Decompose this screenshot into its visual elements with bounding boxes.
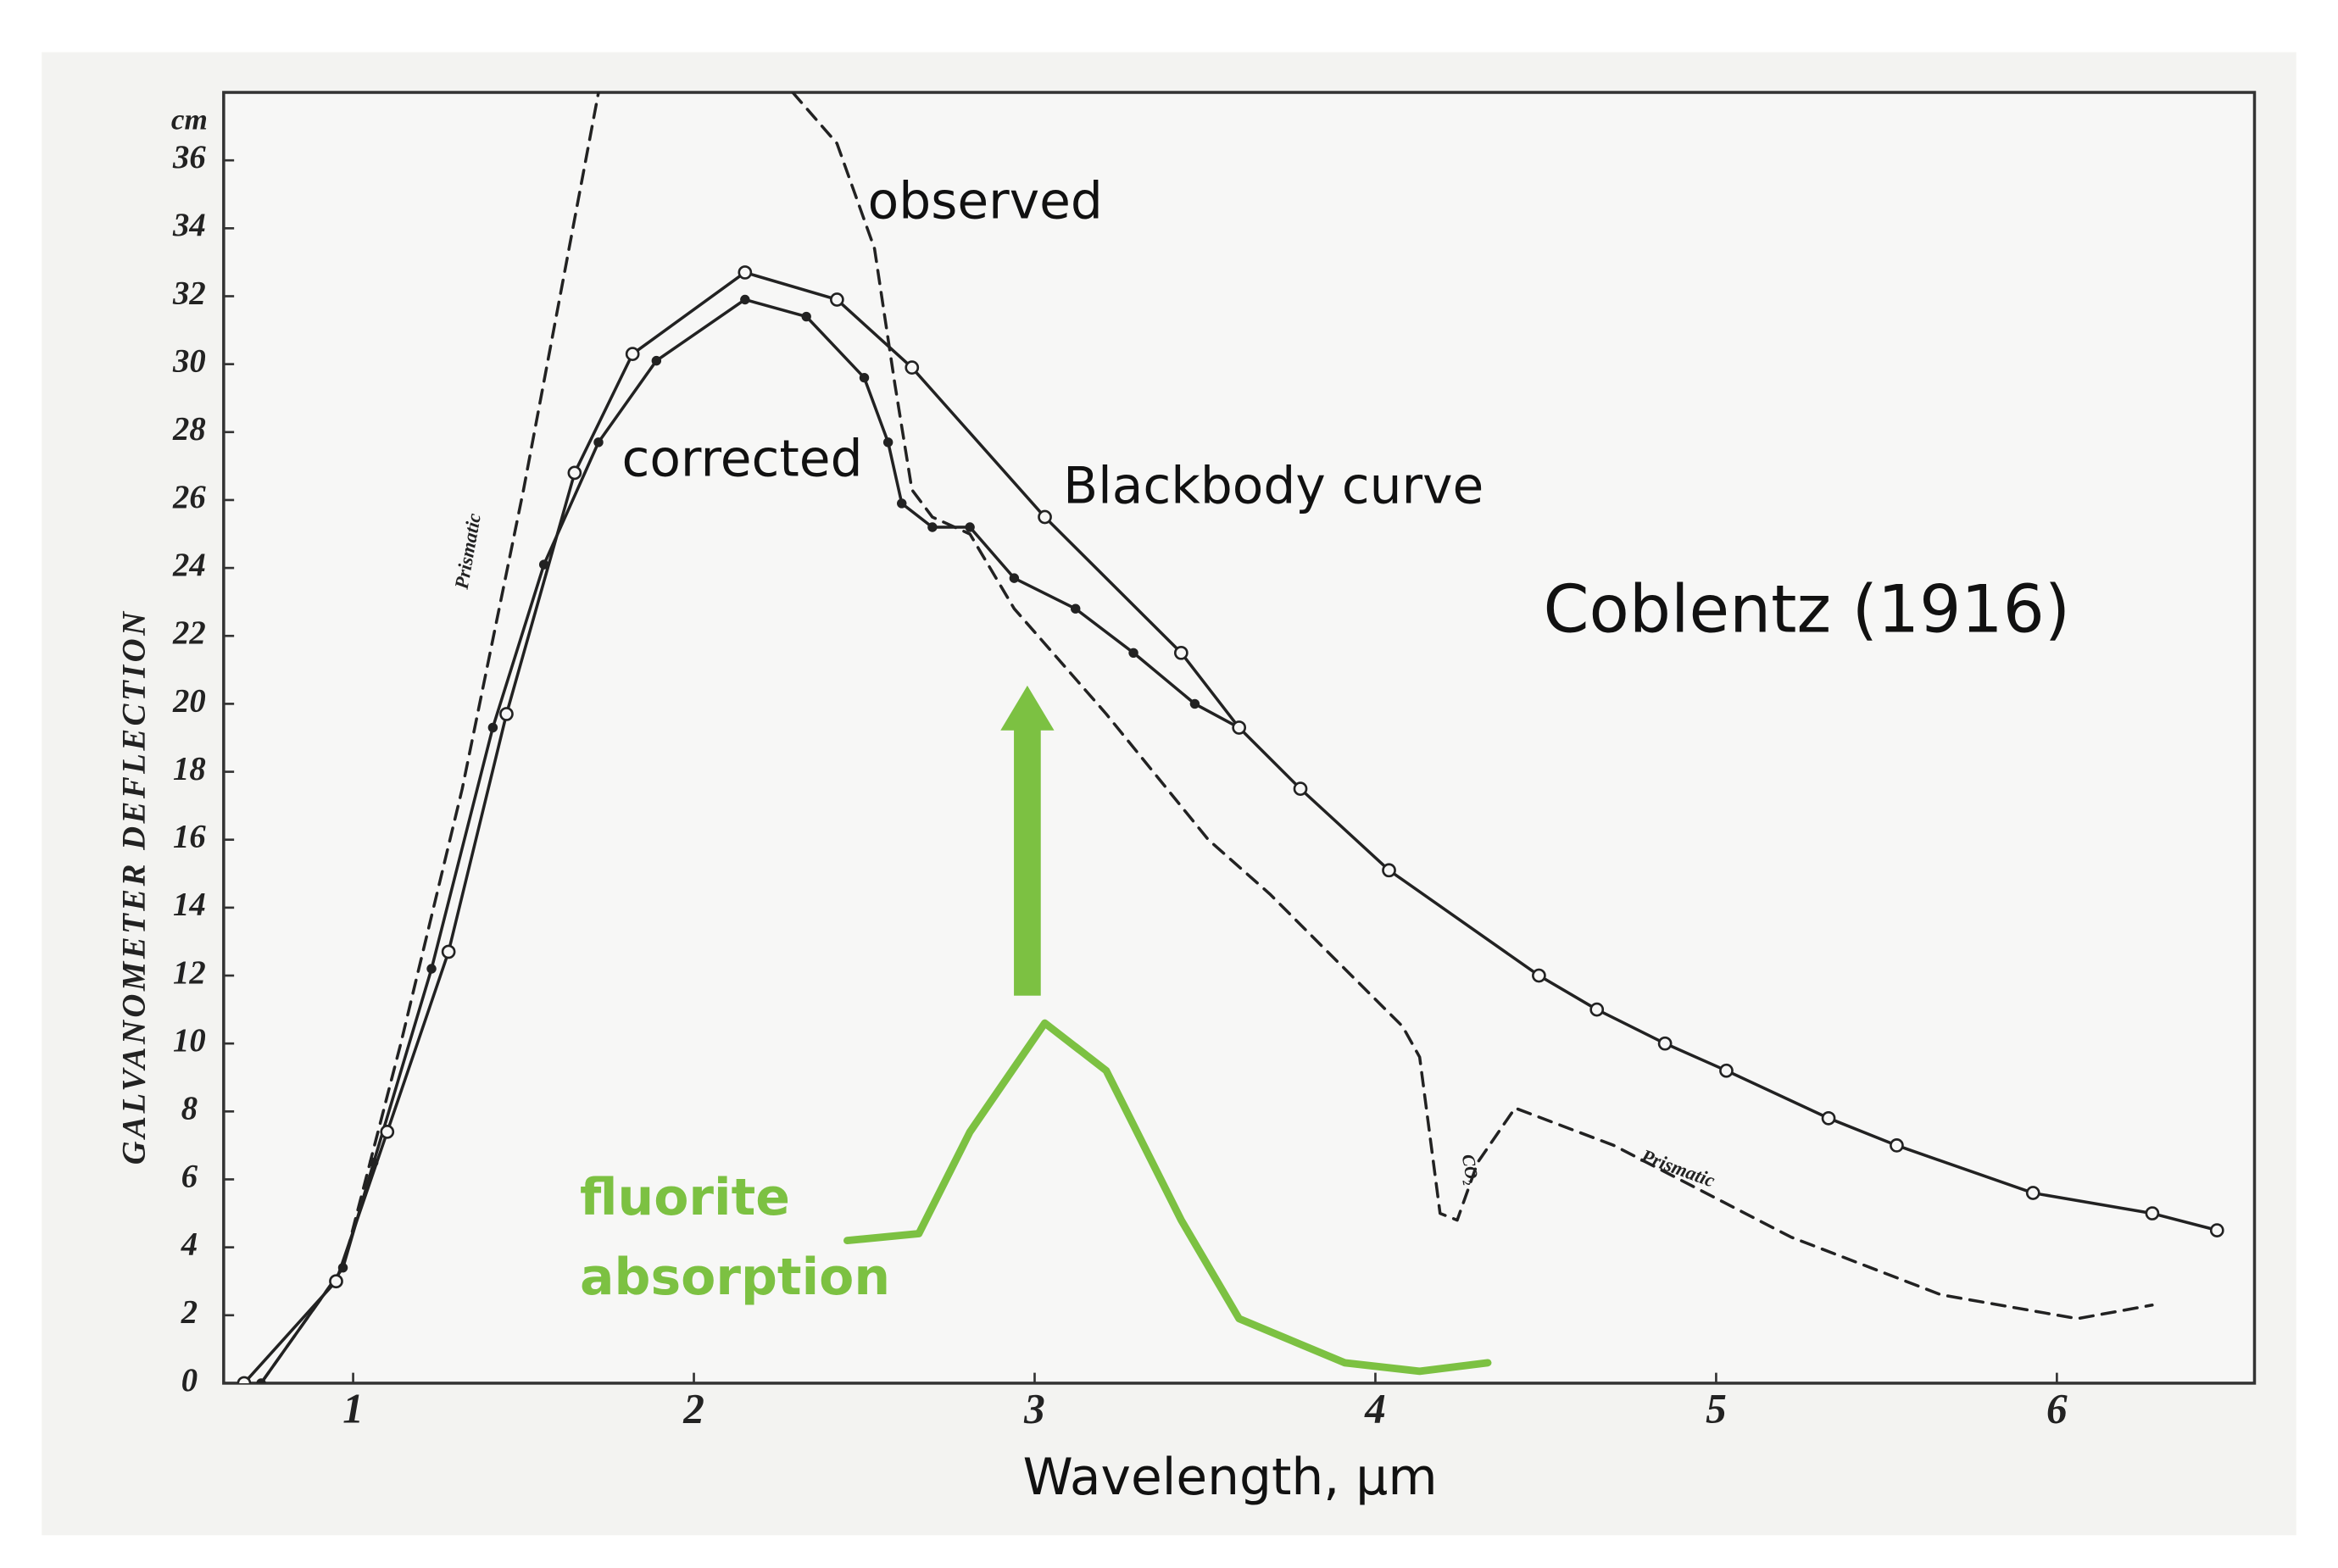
y-unit: cm xyxy=(171,103,208,136)
y-tick-label: 34 xyxy=(172,208,206,243)
point xyxy=(2145,1206,2160,1220)
x-tick-label: 1 xyxy=(342,1385,364,1432)
annotation: Coblentz (1916) xyxy=(1543,572,2070,648)
point xyxy=(859,372,870,383)
y-tick-label: 30 xyxy=(172,344,206,380)
point xyxy=(1382,863,1396,878)
y-tick-label: 16 xyxy=(173,820,206,855)
x-tick-label: 3 xyxy=(1023,1385,1045,1432)
point xyxy=(2209,1223,2224,1237)
y-axis-label: GALVANOMETER DEFLECTION xyxy=(117,609,153,1165)
point xyxy=(256,1378,266,1383)
y-tick-label: 26 xyxy=(172,480,206,515)
plot-frame xyxy=(222,91,2257,1385)
point xyxy=(1009,573,1020,583)
point xyxy=(1589,1002,1605,1017)
x-tick-label: 4 xyxy=(1364,1385,1386,1432)
y-tick-label: 20 xyxy=(172,683,206,719)
point xyxy=(593,437,604,448)
y-tick-label: 28 xyxy=(172,412,206,448)
point xyxy=(905,360,920,375)
series-line xyxy=(242,270,2219,1383)
point xyxy=(567,465,582,481)
x-axis-label: Wavelength, µm xyxy=(1023,1448,1438,1507)
x-tick-label: 6 xyxy=(2046,1385,2068,1432)
y-tick-label: 0 xyxy=(181,1363,198,1398)
point xyxy=(487,722,498,733)
point xyxy=(830,292,844,307)
y-tick-label: 36 xyxy=(172,140,206,175)
point xyxy=(625,347,640,361)
series-label: Blackbody curve xyxy=(1063,457,1484,515)
series-label: corrected xyxy=(621,431,862,489)
y-tick-label: 6 xyxy=(181,1159,198,1194)
y-tick-label: 10 xyxy=(173,1023,206,1059)
point xyxy=(897,498,907,509)
point xyxy=(1821,1110,1836,1126)
y-tick-label: 14 xyxy=(173,887,206,923)
annotation: CO₂ xyxy=(1458,1153,1484,1187)
series-line xyxy=(843,1019,1492,1376)
point xyxy=(1719,1063,1734,1078)
green-arrow-shaft xyxy=(1014,727,1041,996)
green-arrow-head xyxy=(1000,685,1055,731)
y-tick-label: 8 xyxy=(181,1091,198,1126)
y-tick-label: 18 xyxy=(173,751,206,787)
y-tick-label: 12 xyxy=(173,955,206,991)
point xyxy=(499,707,514,721)
fluorite-label: fluorite absorption xyxy=(580,1168,891,1307)
point xyxy=(1890,1138,1904,1153)
plot-area xyxy=(237,92,2224,1383)
point xyxy=(882,437,893,448)
point xyxy=(1038,509,1052,525)
point xyxy=(329,1274,343,1289)
point xyxy=(1657,1036,1673,1051)
point xyxy=(1128,648,1138,659)
point xyxy=(927,522,938,532)
y-tick-label: 22 xyxy=(172,615,206,651)
y-tick-label: 32 xyxy=(172,275,206,311)
point xyxy=(1532,968,1546,983)
point xyxy=(426,964,437,974)
y-tick-label: 2 xyxy=(181,1295,198,1331)
x-tick-label: 5 xyxy=(1706,1385,1727,1432)
y-tick-label: 4 xyxy=(181,1227,198,1263)
point xyxy=(1189,698,1200,709)
point xyxy=(740,294,750,305)
point xyxy=(1173,645,1188,660)
point xyxy=(965,522,975,532)
point xyxy=(801,311,811,322)
x-tick-label: 2 xyxy=(682,1385,704,1432)
point xyxy=(651,355,662,366)
point xyxy=(380,1125,395,1139)
point xyxy=(1293,781,1308,796)
point xyxy=(2025,1186,2040,1200)
point xyxy=(738,265,753,280)
point xyxy=(237,1376,252,1383)
series-label: observed xyxy=(868,173,1103,231)
point xyxy=(1071,603,1081,614)
point xyxy=(1232,720,1247,735)
y-tick-label: 24 xyxy=(172,548,206,583)
point xyxy=(441,944,456,959)
series-line xyxy=(259,297,1241,1383)
